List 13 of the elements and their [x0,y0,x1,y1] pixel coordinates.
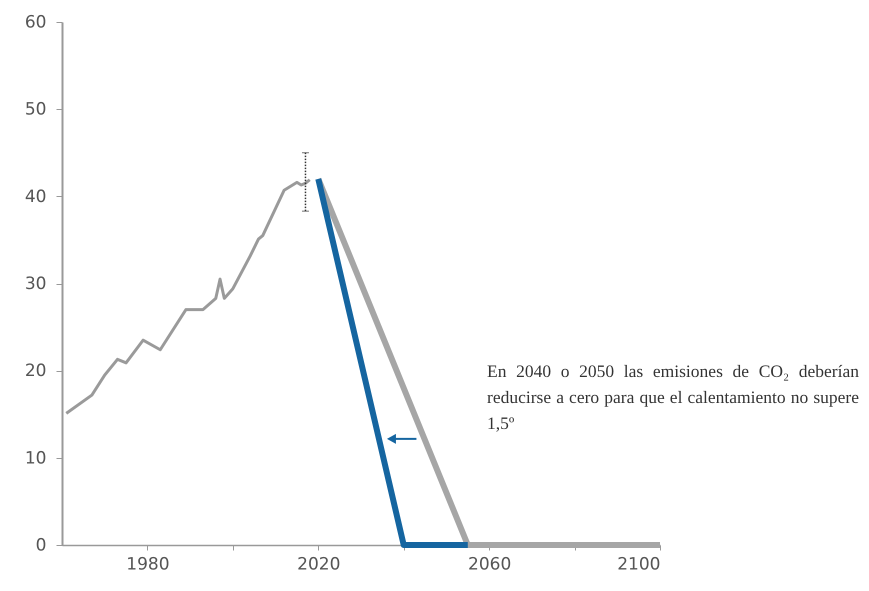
x-tick-label: 2060 [468,554,512,574]
y-tick-label: 10 [24,448,46,468]
y-tick-label: 40 [24,186,46,207]
y-tick-label: 50 [24,100,46,120]
x-tick-label: 1980 [126,554,170,574]
y-tick-label: 0 [36,536,46,556]
x-tick-label: 2100 [617,554,660,574]
x-tick-label: 2020 [297,554,340,574]
y-tick-label: 30 [24,274,46,294]
y-tick-label: 60 [24,12,46,32]
annotation: En 2040 o 2050 las emisiones de CO₂ deberían reducirse a cero para que el calentamiento no supere 1,5º [487,360,859,435]
line-series [64,178,312,415]
y-tick-label: 20 [24,361,46,382]
